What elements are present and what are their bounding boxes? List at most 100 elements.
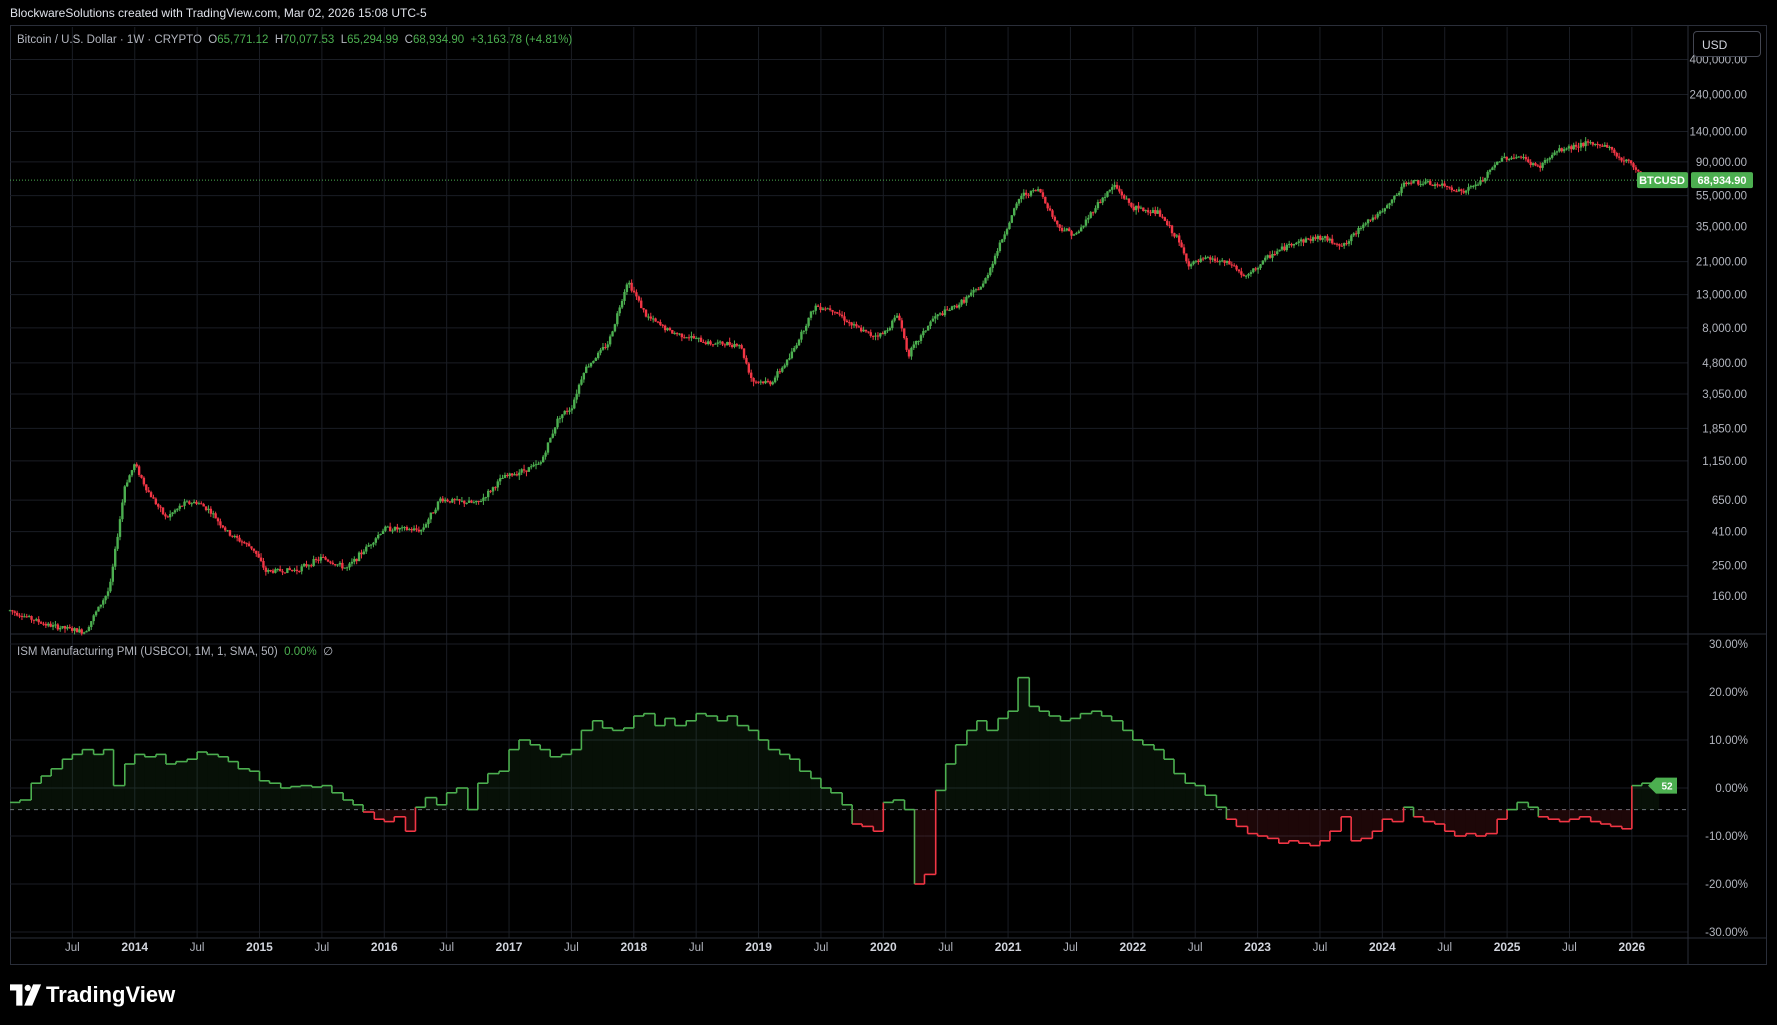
pmi-fill xyxy=(966,730,977,810)
candle-body xyxy=(128,475,131,483)
candle-body xyxy=(73,628,76,631)
candle-body xyxy=(1460,189,1463,191)
time-tick-label: 2014 xyxy=(121,940,148,954)
candle-body xyxy=(13,611,16,613)
candle-body xyxy=(608,336,612,345)
candle-body xyxy=(209,508,213,514)
candle-body xyxy=(972,290,975,293)
pmi-fill xyxy=(1548,809,1560,820)
pmi-fill xyxy=(571,749,582,810)
candle-body xyxy=(797,339,801,346)
pmi-fill xyxy=(113,785,125,810)
candle-body xyxy=(539,462,542,464)
candle-body xyxy=(1512,157,1516,159)
candle-body xyxy=(706,341,710,345)
candle-body xyxy=(1189,264,1193,267)
low-label: L xyxy=(340,34,348,46)
candle-body xyxy=(443,499,447,502)
pmi-fill xyxy=(1216,807,1227,810)
price-tick-label: 35,000.00 xyxy=(1696,222,1747,234)
candle-body xyxy=(654,318,657,322)
candle-body xyxy=(549,437,552,443)
candle-body xyxy=(455,499,459,501)
pmi-fill xyxy=(976,720,987,810)
candle-body xyxy=(1041,192,1045,197)
currency-button[interactable]: USD xyxy=(1693,31,1761,57)
candle-body xyxy=(410,529,413,531)
price-tick-label: 240,000.00 xyxy=(1689,90,1747,102)
candle-body xyxy=(1464,190,1468,193)
candle-body xyxy=(269,570,272,572)
candle-body xyxy=(764,380,767,384)
candle-body xyxy=(998,242,1002,252)
candle-body xyxy=(1505,156,1508,160)
candle-body xyxy=(618,307,621,314)
pmi-fill xyxy=(1351,809,1362,841)
candle-body xyxy=(467,500,471,503)
candle-body xyxy=(1342,243,1346,246)
candle-body xyxy=(910,347,913,357)
candle-body xyxy=(532,464,535,467)
candle-body xyxy=(1620,157,1623,161)
candle-body xyxy=(1345,243,1348,245)
candle-body xyxy=(180,505,184,507)
tradingview-logo[interactable]: TradingView xyxy=(10,982,175,1008)
candle-body xyxy=(1594,143,1597,145)
candle-body xyxy=(1082,225,1085,228)
candle-body xyxy=(338,562,342,565)
candle-body xyxy=(70,628,74,631)
indicator-name[interactable]: ISM Manufacturing PMI (USBCOI, 1M, 1, SM… xyxy=(17,646,278,658)
candle-body xyxy=(663,325,667,331)
candle-body xyxy=(97,606,100,612)
candle-body xyxy=(1598,144,1602,146)
candle-body xyxy=(1211,258,1214,260)
pmi-fill xyxy=(852,809,863,824)
candle-body xyxy=(1584,141,1587,147)
pmi-fill xyxy=(1226,809,1237,820)
candle-body xyxy=(680,333,684,338)
candle-body xyxy=(1493,164,1497,168)
candle-body xyxy=(1338,244,1341,246)
candle-body xyxy=(683,337,686,339)
candle-body xyxy=(1230,264,1233,266)
candle-body xyxy=(941,313,944,316)
candle-body xyxy=(697,337,700,339)
pmi-fill xyxy=(873,809,884,832)
symbol-label[interactable]: Bitcoin / U.S. Dollar · 1W · CRYPTO xyxy=(17,34,202,46)
candle-body xyxy=(1075,233,1078,235)
candle-body xyxy=(1242,274,1245,277)
candle-body xyxy=(288,568,291,570)
candle-body xyxy=(1173,233,1176,237)
candle-body xyxy=(903,328,906,338)
candle-body xyxy=(1197,260,1200,262)
candle-body xyxy=(1106,191,1109,197)
candle-body xyxy=(788,358,791,360)
candle-body xyxy=(1311,237,1315,241)
candle-body xyxy=(118,519,122,537)
candle-body xyxy=(1481,180,1485,182)
pmi-fill xyxy=(41,776,52,810)
candle-body xyxy=(594,358,597,361)
candle-body xyxy=(195,501,198,504)
candle-body xyxy=(1118,188,1121,192)
candle-body xyxy=(1142,207,1145,212)
candle-body xyxy=(1156,210,1159,214)
pmi-tick-label: -10.00% xyxy=(1705,831,1748,843)
candle-body xyxy=(1077,231,1080,234)
candle-body xyxy=(1627,159,1630,161)
candle-body xyxy=(984,278,987,284)
price-tick-label: 1,150.00 xyxy=(1702,456,1747,468)
candle-body xyxy=(596,352,600,359)
candle-body xyxy=(324,557,327,560)
pmi-fill xyxy=(311,787,322,810)
time-tick-label: Jul xyxy=(564,942,579,954)
pmi-fill xyxy=(405,809,416,832)
candle-body xyxy=(833,311,837,313)
candle-body xyxy=(836,312,839,314)
candle-body xyxy=(730,344,734,347)
pmi-fill xyxy=(1423,809,1435,822)
candle-body xyxy=(345,567,349,569)
candle-body xyxy=(640,300,643,309)
candle-body xyxy=(1297,241,1300,243)
